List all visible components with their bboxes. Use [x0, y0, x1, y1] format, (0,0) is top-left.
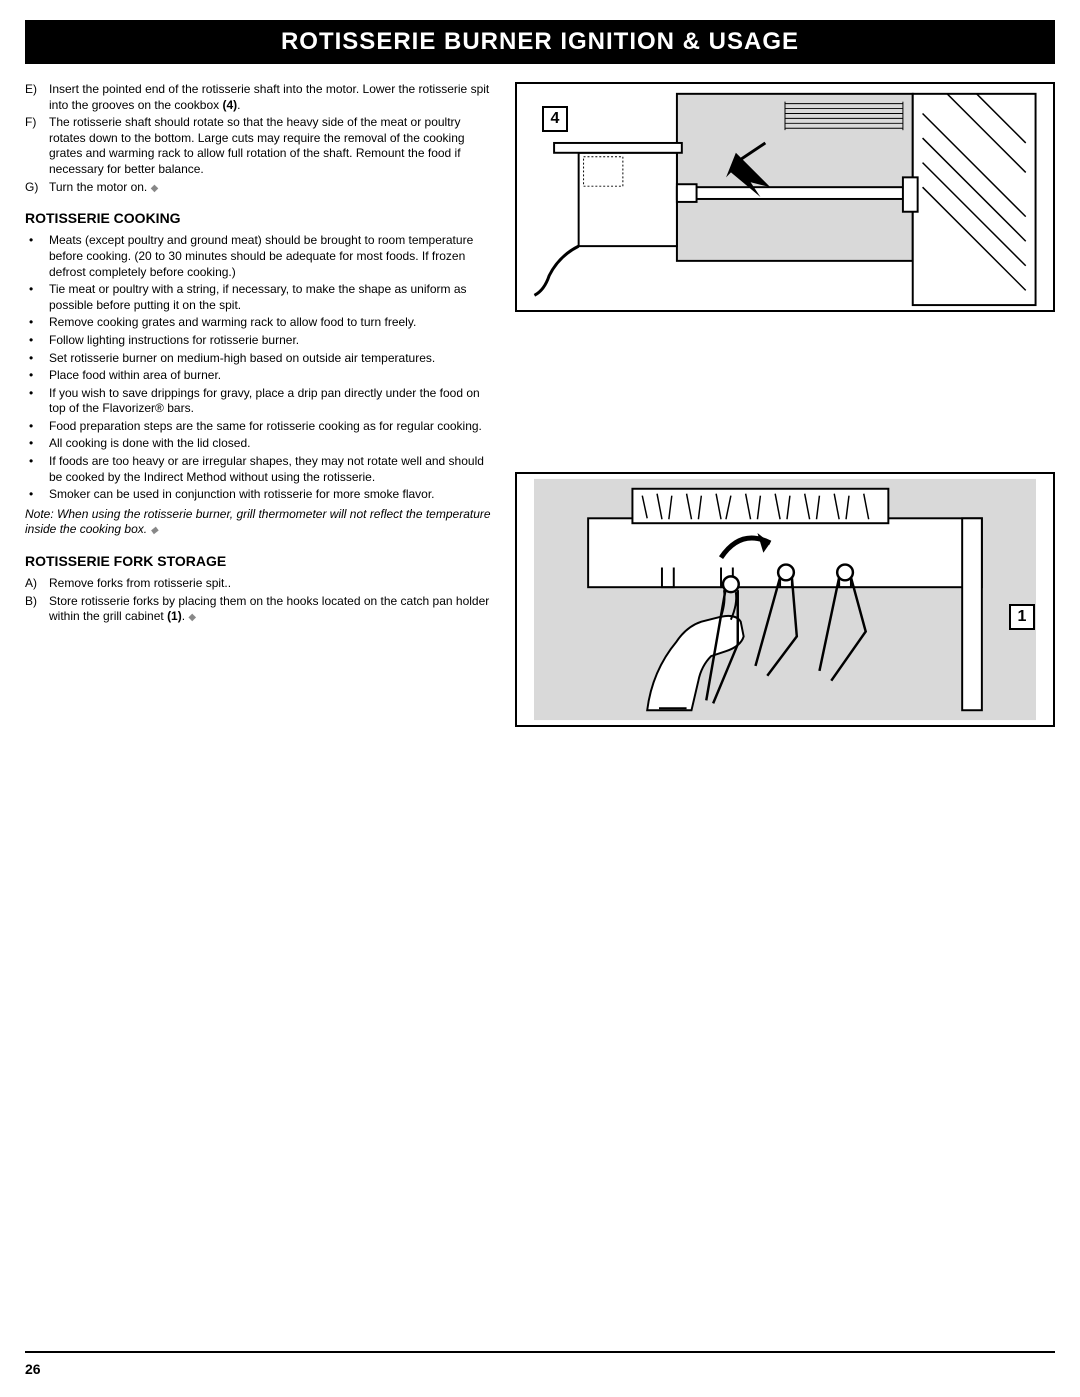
list-item: •Smoker can be used in conjunction with …: [25, 487, 495, 503]
list-item: •Follow lighting instructions for rotiss…: [25, 333, 495, 349]
step-b: B) Store rotisserie forks by placing the…: [25, 594, 495, 625]
callout-4: 4: [542, 106, 568, 132]
content-columns: E) Insert the pointed end of the rotisse…: [25, 82, 1055, 887]
step-a: A) Remove forks from rotisserie spit..: [25, 576, 495, 592]
footer-rule: [25, 1351, 1055, 1353]
step-marker: B): [25, 594, 49, 625]
list-item: •If you wish to save drippings for gravy…: [25, 386, 495, 417]
cooking-bullets: •Meats (except poultry and ground meat) …: [25, 233, 495, 503]
step-marker: G): [25, 180, 49, 196]
list-item: •Food preparation steps are the same for…: [25, 419, 495, 435]
page-number: 26: [25, 1361, 41, 1377]
step-marker: E): [25, 82, 49, 113]
step-g: G) Turn the motor on. ◆: [25, 180, 495, 196]
list-item: •Tie meat or poultry with a string, if n…: [25, 282, 495, 313]
fork-storage-diagram-icon: [517, 474, 1053, 725]
step-marker: F): [25, 115, 49, 177]
step-text: Store rotisserie forks by placing them o…: [49, 594, 495, 625]
page-header: ROTISSERIE BURNER IGNITION & USAGE: [25, 20, 1055, 64]
list-item: •Place food within area of burner.: [25, 368, 495, 384]
note-text: Note: When using the rotisserie burner, …: [25, 507, 495, 538]
text-column: E) Insert the pointed end of the rotisse…: [25, 82, 495, 887]
list-item: •Remove cooking grates and warming rack …: [25, 315, 495, 331]
motor-diagram-icon: [517, 84, 1053, 310]
diamond-icon: ◆: [151, 183, 159, 194]
figure-1: 1: [515, 472, 1055, 727]
list-item: •If foods are too heavy or are irregular…: [25, 454, 495, 485]
figure-column: 4: [515, 82, 1055, 887]
list-item: •Meats (except poultry and ground meat) …: [25, 233, 495, 280]
step-e: E) Insert the pointed end of the rotisse…: [25, 82, 495, 113]
list-item: •Set rotisserie burner on medium-high ba…: [25, 351, 495, 367]
figure-4: 4: [515, 82, 1055, 312]
steps-list-1: E) Insert the pointed end of the rotisse…: [25, 82, 495, 195]
step-text: Turn the motor on. ◆: [49, 180, 495, 196]
step-marker: A): [25, 576, 49, 592]
list-item: •All cooking is done with the lid closed…: [25, 436, 495, 452]
step-text: The rotisserie shaft should rotate so th…: [49, 115, 495, 177]
heading-storage: ROTISSERIE FORK STORAGE: [25, 552, 495, 570]
heading-cooking: ROTISSERIE COOKING: [25, 209, 495, 227]
diamond-icon: ◆: [188, 612, 196, 623]
diamond-icon: ◆: [150, 525, 158, 536]
step-f: F) The rotisserie shaft should rotate so…: [25, 115, 495, 177]
step-text: Remove forks from rotisserie spit..: [49, 576, 495, 592]
callout-1: 1: [1009, 604, 1035, 630]
step-text: Insert the pointed end of the rotisserie…: [49, 82, 495, 113]
steps-list-2: A) Remove forks from rotisserie spit.. B…: [25, 576, 495, 625]
